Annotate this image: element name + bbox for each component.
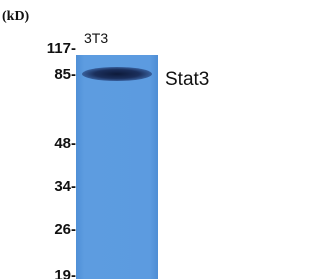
marker-label: 26- — [54, 222, 76, 237]
lane-label: 3T3 — [84, 31, 108, 45]
marker-label: 19- — [54, 268, 76, 279]
western-blot-figure: (kD) 3T3 117- 85- 48- 34- 26- 19- Stat3 — [0, 0, 260, 279]
blot-lane — [76, 55, 158, 279]
page: (kD) 3T3 117- 85- 48- 34- 26- 19- Stat3 … — [0, 0, 260, 279]
band-label: Stat3 — [165, 70, 209, 89]
marker-label: 48- — [54, 136, 76, 151]
marker-label: 117- — [47, 41, 76, 56]
marker-label: 85- — [54, 67, 76, 82]
marker-label: 34- — [54, 179, 76, 194]
protein-band — [82, 67, 152, 81]
unit-label: (kD) — [2, 10, 29, 24]
